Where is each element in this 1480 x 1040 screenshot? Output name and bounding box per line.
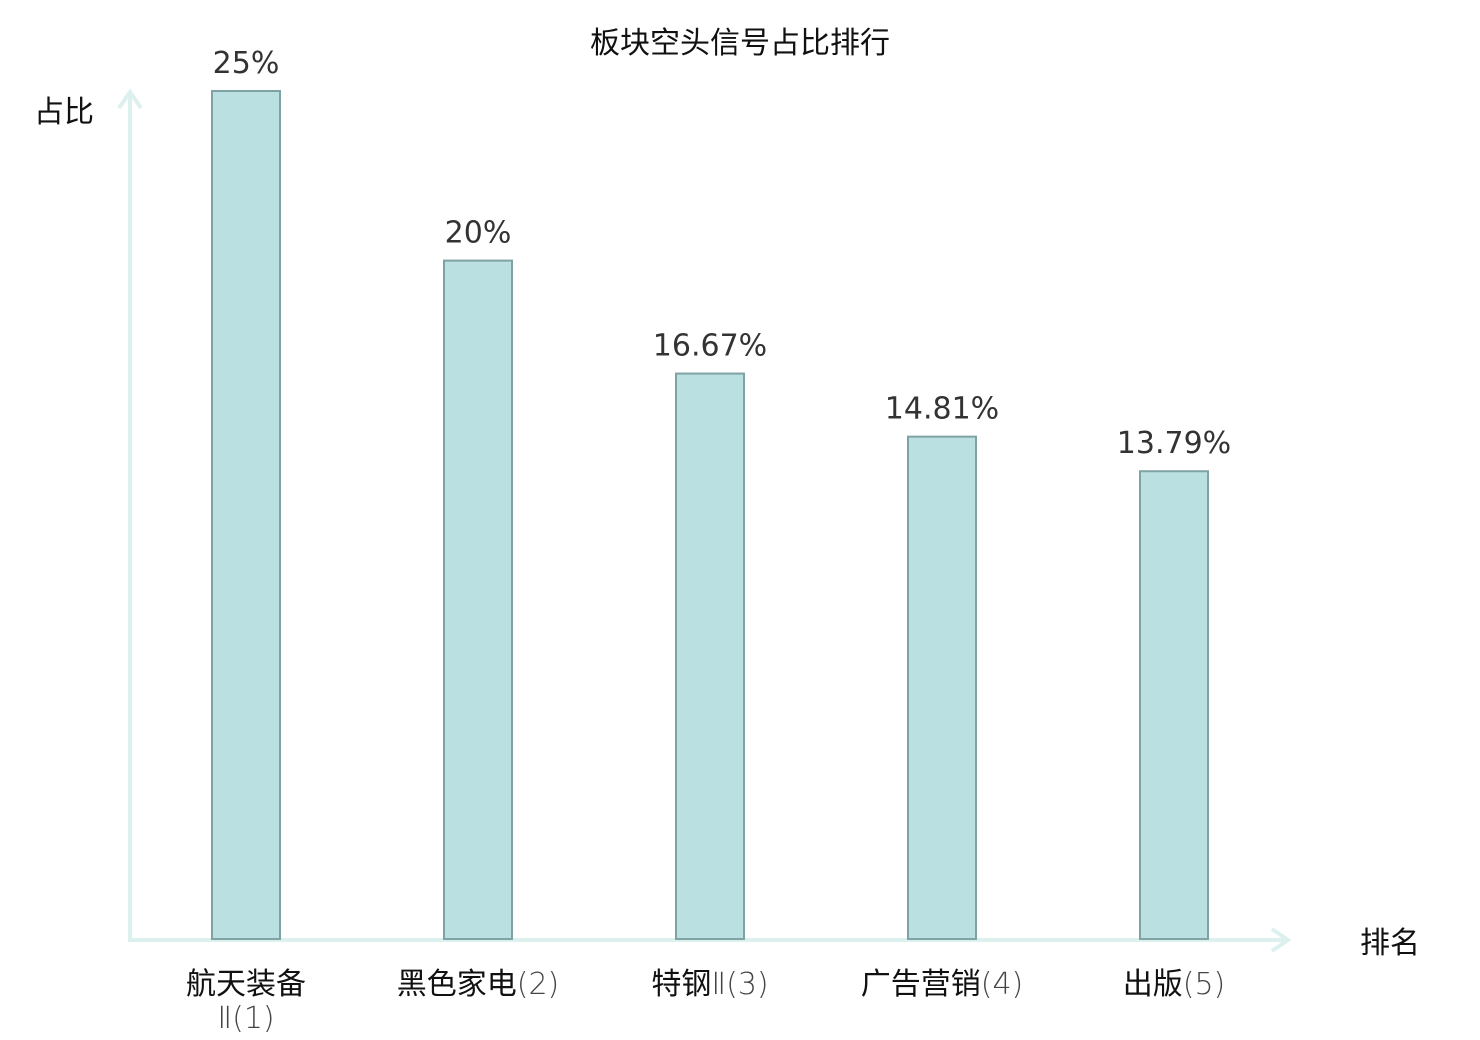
category-label: 航天装备 Ⅱ(1) xyxy=(186,967,306,1036)
category-name: 特钢 xyxy=(651,967,711,1002)
chart-title: 板块空头信号占比排行 xyxy=(590,26,890,61)
value-label: 14.81% xyxy=(885,392,999,427)
category-labels-group: 航天装备 Ⅱ(1) 黑色家电(2) 特钢Ⅱ(3) 广告营销(4) 出版(5) xyxy=(186,967,1225,1036)
value-label: 25% xyxy=(213,46,280,81)
y-axis-label: 占比 xyxy=(34,95,94,130)
x-axis-arrow-icon xyxy=(1270,927,1292,953)
category-label: 特钢Ⅱ(3) xyxy=(651,967,768,1002)
category-label: 黑色家电(2) xyxy=(397,967,560,1002)
bar xyxy=(675,372,745,940)
bar xyxy=(1139,470,1209,940)
category-name: 出版 xyxy=(1123,967,1183,1002)
category-name: 广告营销 xyxy=(861,967,981,1002)
category-rank: (2) xyxy=(517,967,560,1002)
category-rank: (4) xyxy=(981,967,1024,1002)
value-label: 13.79% xyxy=(1117,426,1231,461)
bars-group xyxy=(211,90,1209,941)
category-label: 出版(5) xyxy=(1123,967,1226,1002)
category-label: 广告营销(4) xyxy=(861,967,1024,1002)
category-rank: Ⅱ(1) xyxy=(217,1001,274,1036)
category-name: 航天装备 xyxy=(186,967,306,1002)
bar xyxy=(907,435,977,940)
y-axis xyxy=(117,88,143,940)
y-axis-arrow-icon xyxy=(117,88,143,110)
bar xyxy=(211,90,281,940)
category-rank: (5) xyxy=(1183,967,1226,1002)
value-labels-group: 25% 20% 16.67% 14.81% 13.79% xyxy=(213,46,1232,461)
category-rank: Ⅱ(3) xyxy=(711,967,768,1002)
category-name: 黑色家电 xyxy=(397,967,517,1002)
x-axis-label: 排名 xyxy=(1360,926,1420,961)
value-label: 20% xyxy=(445,216,512,251)
value-label: 16.67% xyxy=(653,329,767,364)
bar xyxy=(443,259,513,941)
